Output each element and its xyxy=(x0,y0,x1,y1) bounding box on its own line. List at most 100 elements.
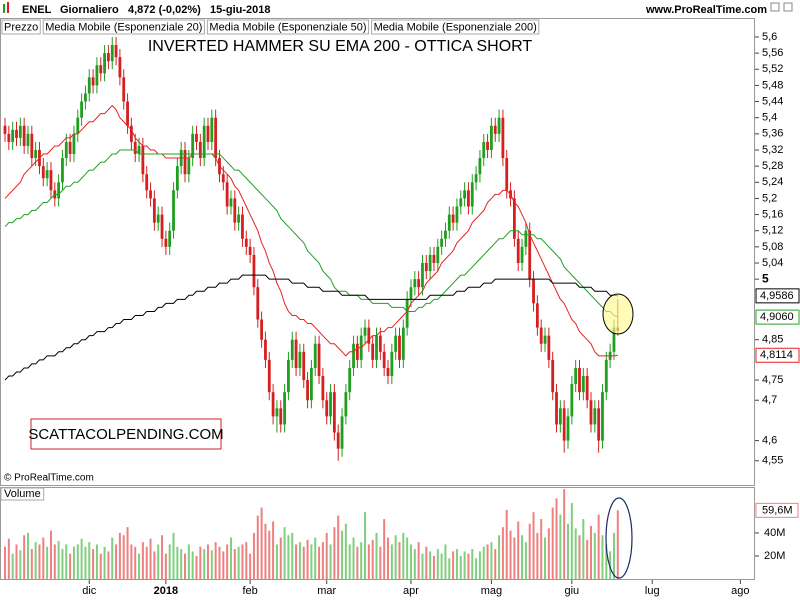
candle-body xyxy=(152,198,156,223)
volume-bar xyxy=(455,549,458,579)
volume-bar xyxy=(459,555,462,579)
volume-bar xyxy=(272,521,275,579)
candle-body xyxy=(348,367,352,393)
candle-body xyxy=(543,335,547,344)
volume-bar xyxy=(513,537,516,579)
volume-bar xyxy=(589,526,592,579)
candle-body xyxy=(581,376,585,393)
candle-body xyxy=(61,158,64,183)
candle-body xyxy=(68,141,72,155)
candle-body xyxy=(432,254,436,264)
volume-bar xyxy=(333,527,336,579)
y-tick-label: 4,55 xyxy=(762,455,783,467)
y-tick-label: 5,12 xyxy=(762,225,783,237)
volume-bar xyxy=(241,544,244,579)
volume-bar xyxy=(191,551,194,579)
candle-body xyxy=(601,392,604,441)
legend-box xyxy=(1,19,41,35)
candle-body xyxy=(229,198,233,207)
last-value-label: 59,6M xyxy=(762,504,793,516)
volume-bar xyxy=(314,537,317,579)
volume-bar xyxy=(61,549,64,579)
candle-body xyxy=(122,77,126,102)
price-panel xyxy=(0,18,755,486)
volume-bar xyxy=(494,549,497,579)
volume-bar xyxy=(34,542,37,579)
volume-bar xyxy=(475,558,478,579)
y-tick-label: 5,32 xyxy=(762,144,783,156)
price-layer: 5,6 5,56 5,52 5,48 5,44 5,4 5,36 5,32 5,28 5,24 5,… xyxy=(1,19,800,467)
candle-body xyxy=(160,214,164,239)
volume-bar xyxy=(88,542,91,579)
volume-bar xyxy=(352,537,355,579)
candle-body xyxy=(306,380,309,401)
candle-body xyxy=(156,214,160,223)
volume-bar xyxy=(341,530,344,579)
volume-bar xyxy=(38,544,41,579)
candle-body xyxy=(463,190,466,199)
candle-body xyxy=(585,376,589,401)
last-value-label: 4,8114 xyxy=(760,349,793,361)
volume-bar xyxy=(356,546,359,579)
candle-body xyxy=(593,408,597,425)
candle-body xyxy=(252,254,256,288)
volume-bar xyxy=(53,544,56,579)
volume-bar xyxy=(325,532,328,579)
volume-bar xyxy=(195,555,198,579)
volume-bar xyxy=(203,549,206,579)
candle-body xyxy=(99,65,103,74)
volume-bar xyxy=(237,546,240,579)
candle-body xyxy=(332,392,336,433)
volume-bar xyxy=(245,542,248,579)
volume-bar xyxy=(402,532,405,579)
candle-body xyxy=(482,141,486,159)
volume-bar xyxy=(199,546,202,579)
candle-body xyxy=(244,238,248,247)
last-value-box xyxy=(755,288,800,304)
volume-bar xyxy=(153,551,156,579)
candle-body xyxy=(344,392,348,417)
volume-bar xyxy=(540,519,543,579)
candle-body xyxy=(440,238,444,247)
volume-bar xyxy=(168,544,171,579)
volume-bar xyxy=(149,538,152,579)
window-button[interactable] xyxy=(770,2,780,12)
volume-bar xyxy=(574,528,577,579)
volume-bar xyxy=(616,510,619,579)
volume-bar xyxy=(69,553,72,579)
candle-body xyxy=(371,343,375,360)
candle-body xyxy=(107,53,110,62)
candle-body xyxy=(168,230,172,247)
y-tick-label: 4,7 xyxy=(762,394,777,406)
annotation: SCATTACOLPENDING.COM xyxy=(28,426,223,443)
volume-bar xyxy=(521,535,524,579)
candle-body xyxy=(490,125,493,150)
x-tick-label: mag xyxy=(481,585,502,597)
volume-bar xyxy=(134,546,137,579)
candle-body xyxy=(233,198,237,223)
volume-bar xyxy=(164,553,167,579)
volume-bar xyxy=(505,509,508,579)
candle-body xyxy=(394,335,398,352)
volume-bar xyxy=(429,551,432,579)
volume-bar xyxy=(310,544,313,579)
volume-bar xyxy=(406,537,409,579)
candle-body xyxy=(566,416,570,441)
window-button[interactable] xyxy=(783,2,793,12)
volume-bar xyxy=(482,546,485,579)
volume-bar xyxy=(130,544,133,579)
candle-body xyxy=(532,279,535,304)
candle-body xyxy=(562,408,566,441)
panel-label: Volume xyxy=(4,488,41,500)
y-tick-label: 5,6 xyxy=(762,31,777,43)
candle-body xyxy=(424,263,428,272)
volume-bar xyxy=(563,489,566,579)
candle-body xyxy=(516,238,520,264)
volume-bar xyxy=(141,542,144,579)
volume-bar xyxy=(306,539,309,579)
candle-body xyxy=(103,53,106,74)
volume-bar xyxy=(452,551,455,579)
volume-bar xyxy=(409,544,412,579)
volume-bar xyxy=(180,549,183,579)
